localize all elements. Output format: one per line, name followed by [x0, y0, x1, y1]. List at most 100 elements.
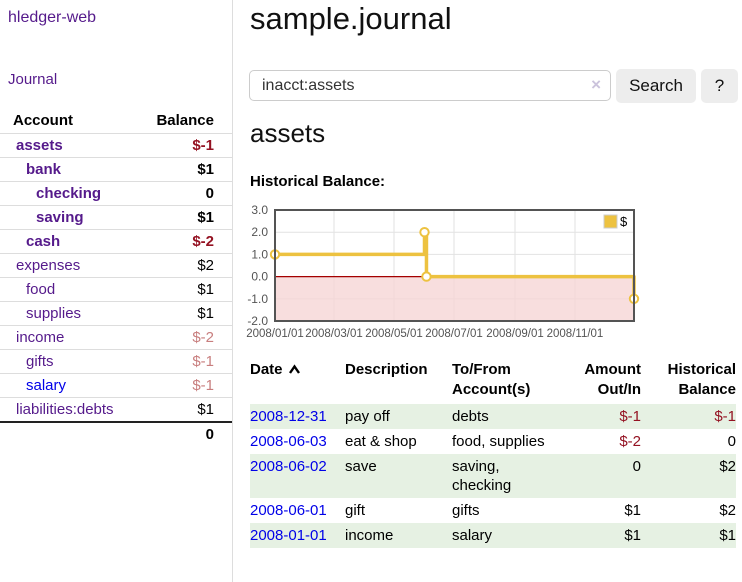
account-link[interactable]: cash: [26, 233, 61, 250]
register-cell-amount: $1: [624, 527, 641, 544]
account-row: supplies $1: [0, 301, 232, 325]
accounts-total: 0: [205, 426, 214, 443]
register-cell-accounts: food, supplies: [452, 433, 545, 450]
account-row: checking 0: [0, 181, 232, 205]
svg-text:-2.0: -2.0: [247, 314, 268, 328]
account-link[interactable]: salary: [26, 377, 67, 394]
account-balance: $2: [197, 257, 214, 274]
account-row: saving $1: [0, 205, 232, 229]
accounts-header-account: Account: [13, 112, 73, 129]
account-link[interactable]: checking: [36, 185, 102, 202]
register-cell-date: 2008-01-01: [250, 523, 345, 548]
account-row: liabilities:debts $1: [0, 397, 232, 421]
register-cell-amount: 0: [632, 458, 641, 475]
svg-text:1.0: 1.0: [251, 247, 268, 261]
register-header-accounts: To/From Account(s): [452, 361, 531, 398]
clear-search-icon[interactable]: ×: [591, 75, 601, 94]
transaction-date-link[interactable]: 2008-06-03: [250, 433, 327, 450]
transaction-date-link[interactable]: 2008-06-01: [250, 502, 327, 519]
account-link[interactable]: assets: [16, 137, 63, 154]
register-cell-balance: $1: [719, 527, 736, 544]
nav-journal-link[interactable]: Journal: [8, 71, 58, 88]
register-cell-balance: 0: [727, 433, 736, 450]
account-row: gifts $-1: [0, 349, 232, 373]
register-header-date-label: Date: [250, 361, 283, 378]
account-row: food $1: [0, 277, 232, 301]
svg-text:2008/03/01: 2008/03/01: [305, 328, 363, 340]
register-table: Date Description To/From Account(s) Amou…: [250, 357, 736, 548]
register-cell-balance: $2: [719, 458, 736, 475]
accounts-header-balance: Balance: [156, 112, 214, 129]
register-cell-amount: $-1: [619, 408, 641, 425]
register-body: 2008-12-31 pay off debts $-1 $-1 2008-06-03 ea…: [250, 404, 736, 548]
help-button[interactable]: ?: [701, 69, 738, 103]
svg-text:2008/01/01: 2008/01/01: [246, 328, 304, 340]
account-link[interactable]: gifts: [26, 353, 54, 370]
accounts-rows: assets $-1 bank $1 checking 0 saving $1 cash $-2 e…: [0, 133, 232, 421]
sort-ascending-icon: [288, 364, 300, 374]
search-form: ×: [249, 70, 611, 101]
accounts-total-row: 0: [0, 421, 232, 446]
register-cell-balance: $2: [719, 502, 736, 519]
page-title: sample.journal: [250, 1, 452, 36]
account-row: cash $-2: [0, 229, 232, 253]
account-link[interactable]: expenses: [16, 257, 81, 274]
account-link[interactable]: liabilities:debts: [16, 401, 114, 418]
register-header-date[interactable]: Date: [250, 357, 345, 404]
account-row: income $-2: [0, 325, 232, 349]
sidebar: hledger-web Journal Account Balance asse…: [0, 0, 233, 582]
register-cell-description: pay off: [345, 408, 390, 425]
accounts-table-header: Account Balance: [0, 109, 232, 133]
svg-text:2008/07/01: 2008/07/01: [425, 328, 483, 340]
legend-label: $: [620, 214, 628, 229]
account-link[interactable]: supplies: [26, 305, 82, 322]
account-link[interactable]: bank: [26, 161, 62, 178]
account-link[interactable]: income: [16, 329, 65, 346]
register-header-amount: Amount Out/In: [584, 361, 641, 398]
register-cell-accounts: debts: [452, 408, 489, 425]
account-balance: 0: [205, 185, 214, 202]
register-header: Date Description To/From Account(s) Amou…: [250, 357, 736, 404]
svg-text:3.0: 3.0: [251, 203, 268, 217]
register-row: 2008-12-31 pay off debts $-1 $-1: [250, 404, 736, 429]
register-cell-accounts: saving, checking: [452, 458, 512, 494]
svg-text:2008/05/01: 2008/05/01: [365, 328, 423, 340]
account-balance: $-2: [192, 329, 214, 346]
account-balance: $1: [197, 401, 214, 418]
svg-text:2008/11/01: 2008/11/01: [547, 328, 604, 340]
account-balance: $1: [197, 305, 214, 322]
chart-title: Historical Balance:: [250, 173, 386, 190]
account-row: assets $-1: [0, 133, 232, 157]
account-row: bank $1: [0, 157, 232, 181]
search-input[interactable]: [249, 70, 611, 101]
accounts-table: Account Balance assets $-1 bank $1 checking 0…: [0, 109, 232, 446]
register-cell-date: 2008-06-03: [250, 429, 345, 454]
account-balance: $-2: [192, 233, 214, 250]
register-cell-accounts: salary: [452, 527, 493, 544]
register-row: 2008-06-01 gift gifts $1 $2: [250, 498, 736, 523]
account-link[interactable]: food: [26, 281, 56, 298]
register-cell-balance: $-1: [714, 408, 736, 425]
account-balance: $-1: [192, 353, 214, 370]
register-cell-accounts: gifts: [452, 502, 480, 519]
transaction-date-link[interactable]: 2008-12-31: [250, 408, 327, 425]
register-cell-amount: $-2: [619, 433, 641, 450]
svg-text:2.0: 2.0: [251, 225, 268, 239]
svg-text:0.0: 0.0: [251, 270, 268, 284]
account-balance: $-1: [192, 137, 214, 154]
svg-text:-1.0: -1.0: [247, 292, 268, 306]
account-link[interactable]: saving: [36, 209, 84, 226]
transaction-date-link[interactable]: 2008-01-01: [250, 527, 327, 544]
app-brand-link[interactable]: hledger-web: [8, 9, 97, 26]
register-cell-amount: $1: [624, 502, 641, 519]
transaction-date-link[interactable]: 2008-06-02: [250, 458, 327, 475]
register-cell-description: save: [345, 458, 377, 475]
register-cell-date: 2008-06-01: [250, 498, 345, 523]
register-header-balance: Historical Balance: [667, 361, 736, 398]
search-button[interactable]: Search: [616, 69, 696, 103]
register-cell-date: 2008-06-02: [250, 454, 345, 498]
register-row: 2008-01-01 income salary $1 $1: [250, 523, 736, 548]
register-cell-date: 2008-12-31: [250, 404, 345, 429]
account-balance: $1: [197, 209, 214, 226]
